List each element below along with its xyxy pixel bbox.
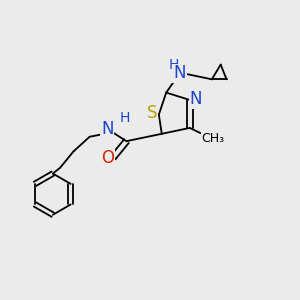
Text: O: O bbox=[101, 149, 114, 167]
Text: CH₃: CH₃ bbox=[202, 132, 225, 145]
Text: N: N bbox=[189, 90, 202, 108]
Text: N: N bbox=[101, 120, 114, 138]
Text: H: H bbox=[120, 111, 130, 124]
Text: N: N bbox=[173, 64, 186, 82]
Text: S: S bbox=[147, 104, 158, 122]
Text: H: H bbox=[169, 58, 179, 72]
